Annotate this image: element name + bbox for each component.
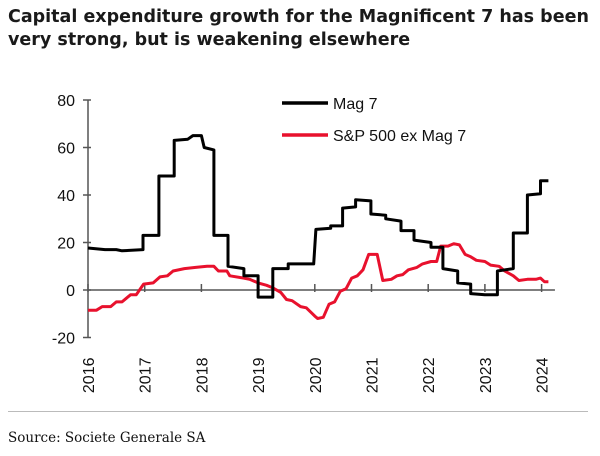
- y-tick-label: 60: [57, 141, 75, 158]
- divider: [8, 411, 588, 412]
- x-tick-label: 2023: [478, 357, 495, 393]
- line-chart: -20 0 20 40 60 80 2016 2017 2018 2019 2020 2021 2022…: [52, 93, 555, 393]
- x-tick-label: 2018: [194, 357, 211, 393]
- legend-label: S&P 500 ex Mag 7: [333, 128, 466, 145]
- y-tick-label: 0: [66, 283, 75, 300]
- x-tick-label: 2016: [81, 357, 98, 393]
- x-tick-label: 2020: [308, 357, 325, 393]
- y-tick-label: 80: [57, 93, 75, 110]
- y-tick-label: 20: [57, 236, 75, 253]
- x-tick-label: 2022: [421, 357, 438, 393]
- series-line-sp500-ex-mag7: [88, 242, 549, 320]
- x-tick-label: 2021: [365, 357, 382, 393]
- y-tick-label: -20: [52, 331, 75, 348]
- series-line-mag7: [87, 134, 549, 299]
- x-tick-label: 2019: [251, 357, 268, 393]
- chart-title: Capital expenditure growth for the Magni…: [8, 7, 589, 50]
- y-tick-label: 40: [57, 188, 75, 205]
- source-note: Source: Societe Generale SA: [8, 430, 206, 446]
- x-tick-label: 2017: [138, 357, 155, 393]
- legend-label: Mag 7: [333, 96, 378, 113]
- x-tick-label: 2024: [535, 357, 552, 393]
